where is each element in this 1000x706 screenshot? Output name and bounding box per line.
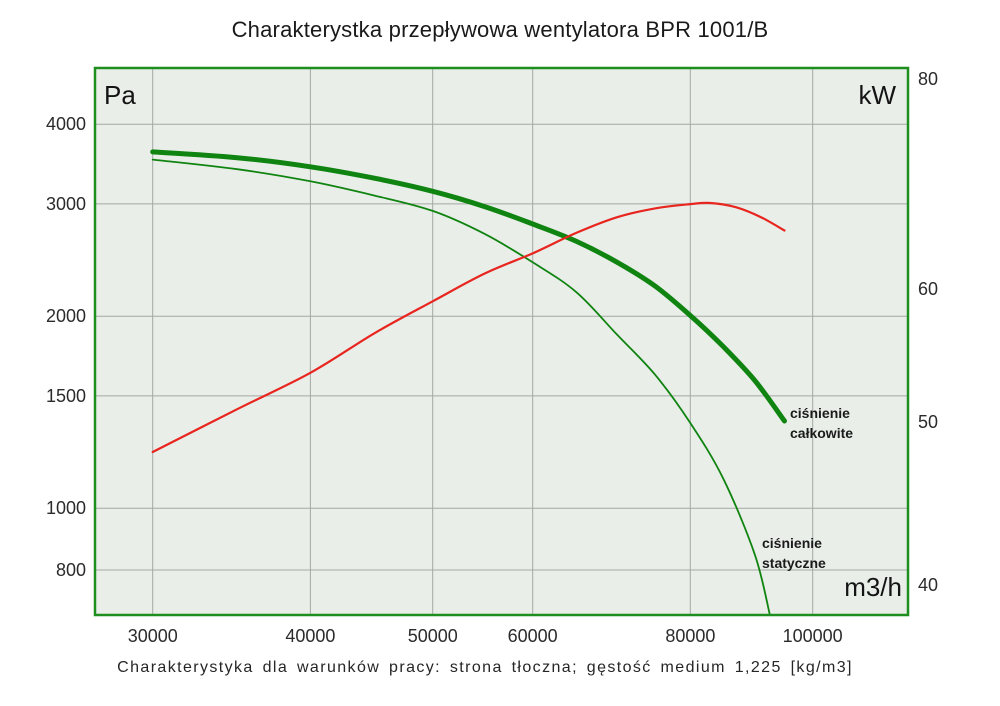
power-curve bbox=[151, 201, 786, 454]
static-pressure-curve bbox=[151, 158, 771, 616]
y-left-tick-label: 1500 bbox=[45, 385, 86, 406]
chart-title: Charakterystka przepływowa wentylatora B… bbox=[231, 17, 769, 42]
x-tick-label: 50000 bbox=[407, 626, 458, 646]
y-right-tick-label: 40 bbox=[918, 575, 939, 596]
y-right-tick-label: 60 bbox=[918, 279, 939, 299]
x-tick-label: 60000 bbox=[507, 626, 558, 646]
y-left-tick-label: 2000 bbox=[45, 306, 86, 327]
x-tick-label: 30000 bbox=[127, 626, 178, 646]
y-right-tick-label: 50 bbox=[918, 412, 939, 433]
chart-caption: Charakterystyka dla warunków pracy: stro… bbox=[117, 659, 853, 676]
right-axis-unit-label: kW bbox=[858, 80, 896, 110]
x-tick-label: 40000 bbox=[285, 626, 336, 646]
y-left-tick-label: 1000 bbox=[45, 498, 86, 519]
total-pressure-curve bbox=[150, 149, 787, 424]
y-left-tick-label: 3000 bbox=[45, 193, 86, 214]
y-left-tick-label: 4000 bbox=[45, 114, 86, 135]
y-right-tick-label: 80 bbox=[918, 68, 939, 89]
static-pressure-curve-label: ciśnienie statyczne bbox=[762, 535, 826, 571]
plot-border bbox=[93, 66, 910, 617]
y-left-tick-label: 800 bbox=[55, 559, 86, 580]
x-axis-unit-label: m3/h bbox=[844, 572, 902, 602]
total-pressure-curve-label: ciśnienie całkowite bbox=[790, 405, 854, 441]
x-tick-label: 100000 bbox=[782, 626, 843, 646]
x-tick-label: 80000 bbox=[665, 626, 716, 646]
left-axis-unit-label: Pa bbox=[104, 80, 136, 110]
